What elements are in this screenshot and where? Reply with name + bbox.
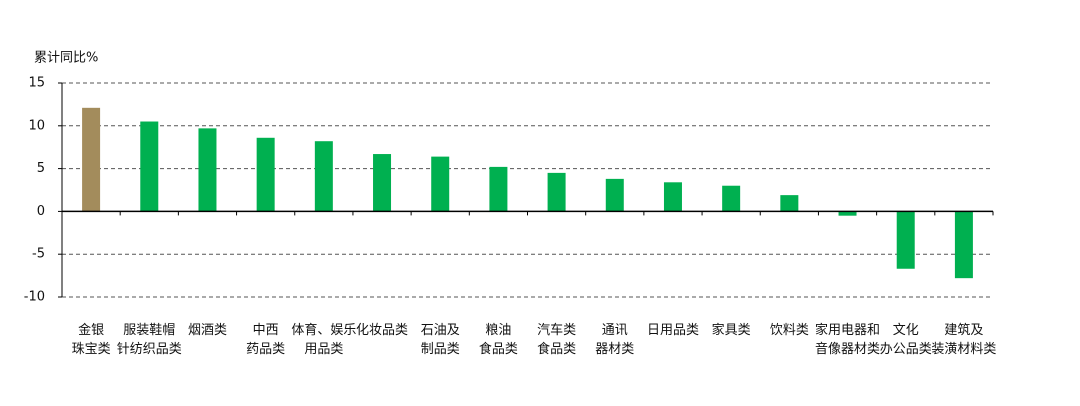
x-tick-line: 针纺织品类: [117, 342, 182, 357]
bar: [896, 211, 915, 269]
y-tick-label: -5: [32, 247, 45, 262]
bar: [314, 141, 333, 212]
x-tick-label: 石油及制品类: [421, 323, 460, 357]
x-tick-label: 通讯器材类: [595, 323, 634, 357]
x-tick-line: 体育、娱乐: [291, 322, 356, 338]
bar: [489, 166, 508, 212]
x-tick-line: 化妆品类: [356, 323, 408, 338]
x-tick-label: 体育、娱乐用品类: [291, 322, 356, 357]
bar: [198, 128, 217, 212]
x-tick-line: 金银: [78, 322, 104, 338]
x-tick-label: 化妆品类: [356, 323, 408, 338]
x-tick-line: 珠宝类: [72, 342, 111, 357]
x-tick-label: 中西药品类: [246, 323, 285, 357]
y-tick-label: -10: [24, 290, 45, 305]
x-tick-line: 办公品类: [880, 342, 932, 357]
y-tick-label: 0: [37, 204, 45, 219]
y-axis-label: 累计同比%: [34, 51, 98, 66]
x-tick-line: 文化: [893, 323, 919, 338]
y-tick-label: 15: [28, 76, 45, 91]
x-tick-label: 金银珠宝类: [72, 322, 111, 357]
x-tick-line: 烟酒类: [188, 323, 227, 338]
x-tick-line: 日用品类: [647, 323, 699, 338]
x-tick-label: 建筑及装潢材料类: [931, 322, 996, 357]
bar: [838, 211, 857, 216]
x-tick-label: 家具类: [712, 322, 751, 338]
x-tick-line: 器材类: [595, 342, 634, 357]
x-tick-label: 粮油食品类: [479, 323, 518, 357]
x-tick-line: 制品类: [421, 342, 460, 357]
x-tick-label: 汽车类食品类: [537, 322, 576, 357]
x-tick-line: 粮油: [485, 323, 511, 338]
bar: [140, 121, 159, 212]
x-tick-line: 家具类: [712, 322, 751, 338]
y-tick-label: 5: [37, 161, 45, 176]
x-tick-line: 装潢材料类: [931, 342, 996, 357]
bar: [722, 185, 741, 212]
x-tick-line: 饮料类: [770, 323, 809, 338]
x-tick-line: 药品类: [246, 342, 285, 357]
x-tick-label: 文化办公品类: [880, 323, 932, 357]
bar: [605, 178, 624, 212]
x-tick-line: 建筑及: [944, 322, 983, 338]
x-tick-label: 日用品类: [647, 323, 699, 338]
bar: [373, 154, 392, 212]
x-tick-line: 石油及: [421, 323, 460, 338]
bar: [82, 107, 101, 212]
x-tick-line: 中西: [253, 323, 279, 338]
x-tick-line: 服装鞋帽: [123, 322, 175, 338]
x-tick-line: 用品类: [304, 342, 343, 357]
bar: [780, 195, 799, 212]
bar: [431, 156, 450, 212]
x-tick-line: 食品类: [537, 341, 576, 357]
x-tick-label: 家用电器和音像器材类: [815, 322, 880, 357]
y-tick-label: 10: [28, 118, 45, 133]
bar: [663, 182, 682, 212]
x-tick-label: 服装鞋帽针纺织品类: [117, 322, 182, 357]
x-tick-line: 音像器材类: [815, 341, 880, 357]
bar: [954, 211, 973, 279]
bar: [547, 172, 566, 212]
x-tick-line: 通讯: [602, 323, 628, 338]
x-tick-line: 家用电器和: [815, 322, 880, 338]
x-tick-line: 食品类: [479, 341, 518, 357]
x-tick-label: 烟酒类: [188, 323, 227, 338]
x-tick-line: 汽车类: [537, 322, 576, 338]
bar: [256, 137, 275, 212]
x-tick-label: 饮料类: [770, 323, 809, 338]
